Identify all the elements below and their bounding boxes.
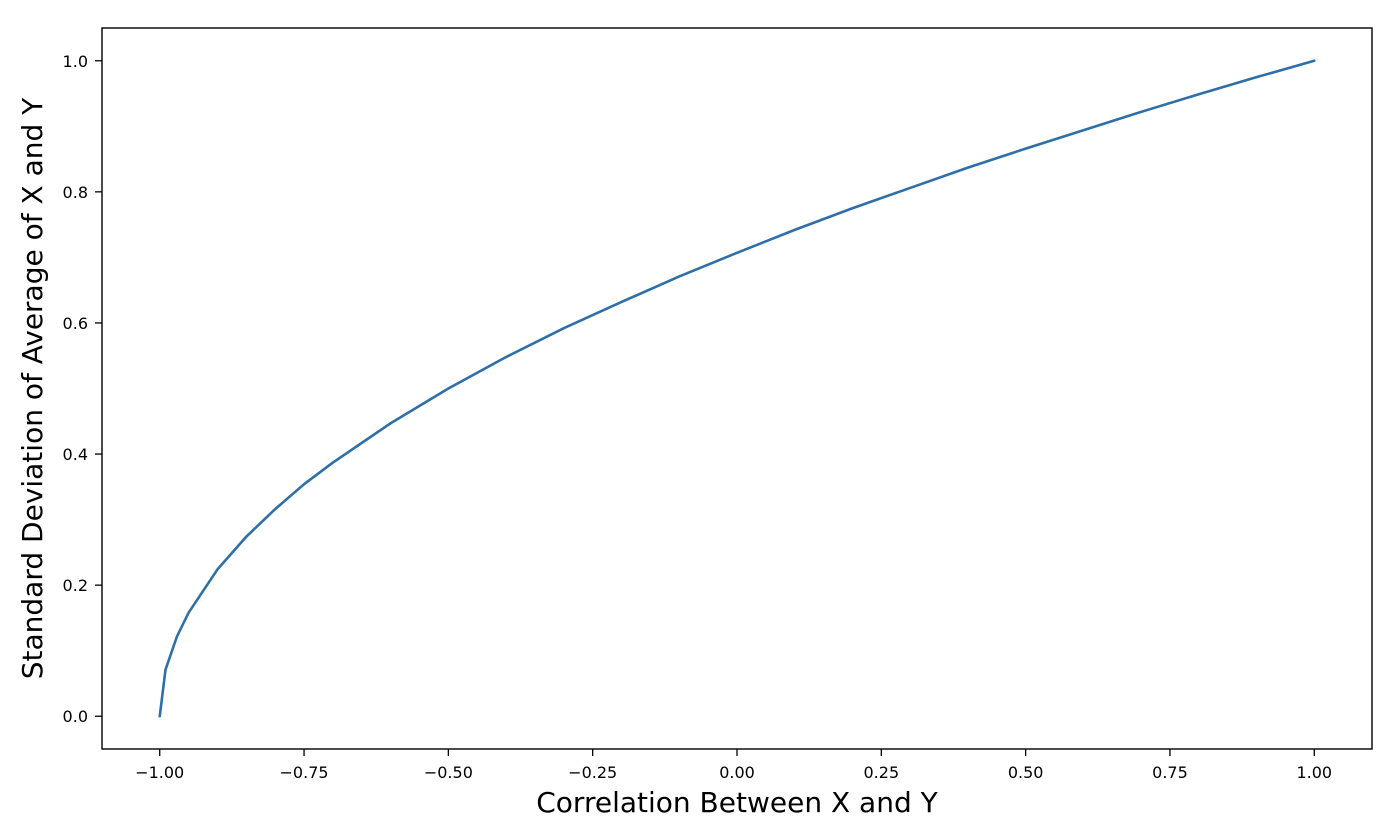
x-axis-title: Correlation Between X and Y xyxy=(536,786,938,819)
y-tick-label: 0.2 xyxy=(63,576,88,595)
series-line-0 xyxy=(158,59,1316,718)
x-tick-label: 0.50 xyxy=(1008,763,1044,782)
y-tick-label: 0.4 xyxy=(63,445,88,464)
x-tick-label: 0.25 xyxy=(864,763,900,782)
x-tick-label: 0.00 xyxy=(719,763,755,782)
x-tick-label: −1.00 xyxy=(135,763,184,782)
x-tick-label: −0.75 xyxy=(280,763,329,782)
y-axis-ticks: 0.0 0.2 0.4 0.6 0.8 1.0 xyxy=(63,52,102,726)
x-tick-label: 0.75 xyxy=(1152,763,1188,782)
x-axis-ticks: −1.00 −0.75 −0.50 −0.25 0.00 0.25 0.50 0.75 1.00 xyxy=(135,749,1332,782)
y-tick-label: 0.8 xyxy=(63,183,88,202)
x-tick-label: −0.25 xyxy=(568,763,617,782)
x-tick-label: −0.50 xyxy=(424,763,473,782)
y-tick-label: 1.0 xyxy=(63,52,88,71)
y-tick-label: 0.6 xyxy=(63,314,88,333)
y-axis-title: Standard Deviation of Average of X and Y xyxy=(16,97,49,679)
y-tick-label: 0.0 xyxy=(63,707,88,726)
x-tick-label: 1.00 xyxy=(1296,763,1332,782)
